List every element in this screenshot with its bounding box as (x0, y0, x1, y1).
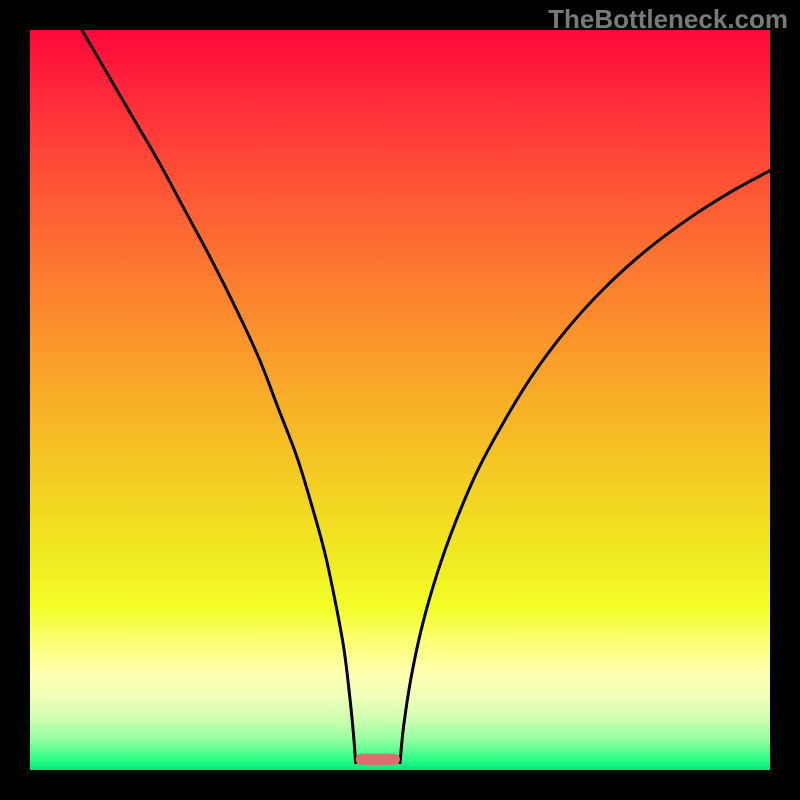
plot-svg (30, 30, 770, 770)
plot-area (30, 30, 770, 770)
bottleneck-marker (356, 754, 400, 765)
gradient-background (30, 30, 770, 770)
watermark-text: TheBottleneck.com (548, 4, 788, 35)
chart-container: TheBottleneck.com (0, 0, 800, 800)
